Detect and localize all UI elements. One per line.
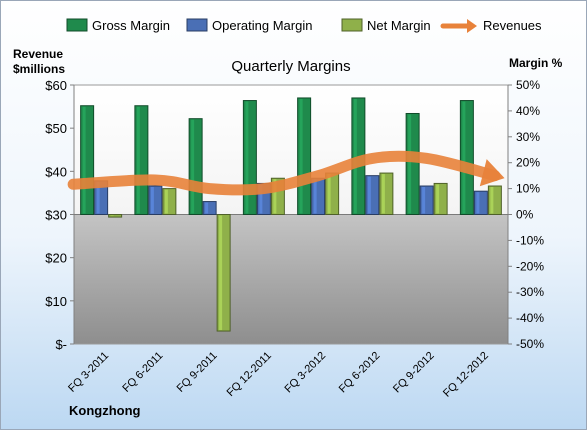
bar-net-margin <box>108 214 123 218</box>
right-tick-label: 30% <box>516 130 540 144</box>
bar-gross-margin <box>405 112 420 215</box>
bar-gross-margin <box>297 97 312 215</box>
left-tick-label: $10 <box>45 294 67 309</box>
legend-label: Net Margin <box>367 18 431 33</box>
category-label: FQ 9-2011 <box>175 350 220 395</box>
bar-highlight <box>381 174 385 214</box>
category-label: FQ 9-2012 <box>391 350 437 396</box>
bar-net-margin <box>162 188 177 216</box>
bar-highlight <box>490 187 494 214</box>
bar-highlight <box>367 176 371 214</box>
bar-highlight <box>273 179 277 214</box>
bar-operating-margin <box>148 185 163 215</box>
legend-swatch <box>186 18 208 32</box>
left-tick-label: $20 <box>45 251 67 266</box>
chart-title: Quarterly Margins <box>231 58 350 75</box>
category-label: FQ 12-2011 <box>225 350 274 399</box>
left-tick-label: $40 <box>45 164 67 179</box>
right-tick-label: -30% <box>516 285 544 299</box>
bar-net-margin <box>379 172 394 215</box>
bar-highlight <box>436 184 440 214</box>
left-tick-label: $- <box>55 337 67 352</box>
bar-operating-margin <box>365 175 380 215</box>
legend-label: Operating Margin <box>212 18 312 33</box>
bar-net-margin <box>325 172 340 215</box>
revenue-arrowhead <box>479 159 505 187</box>
right-tick-label: -50% <box>516 337 544 351</box>
bar-highlight <box>136 106 140 214</box>
bar-highlight <box>327 174 331 214</box>
bar-highlight <box>476 192 480 214</box>
bar-net-margin <box>433 182 448 215</box>
right-tick-label: -10% <box>516 233 544 247</box>
category-label: FQ 6-2012 <box>337 350 383 396</box>
bar-highlight <box>462 101 466 214</box>
right-tick-label: -20% <box>516 259 544 273</box>
bar-highlight <box>245 101 249 214</box>
right-tick-label: 50% <box>516 78 540 92</box>
legend-arrowhead <box>467 19 477 33</box>
bar-highlight <box>259 184 263 214</box>
bar-highlight <box>205 202 209 214</box>
bar-gross-margin <box>80 105 95 215</box>
right-tick-label: -40% <box>516 311 544 325</box>
legend-label: Gross Margin <box>92 18 170 33</box>
left-tick-label: $60 <box>45 78 67 93</box>
bar-gross-margin <box>242 100 257 215</box>
bar-highlight <box>191 119 195 214</box>
bar-gross-margin <box>459 100 474 215</box>
right-tick-label: 40% <box>516 104 540 118</box>
bar-highlight <box>110 215 114 217</box>
bar-highlight <box>353 98 357 214</box>
left-axis-label-line2: $millions <box>13 62 65 76</box>
legend-swatch <box>66 18 88 32</box>
bar-operating-margin <box>202 201 217 216</box>
legend-swatch <box>341 18 363 32</box>
revenue-curve <box>67 150 501 196</box>
bar-highlight <box>219 215 223 331</box>
bar-highlight <box>150 187 154 214</box>
bar-net-margin <box>487 185 502 215</box>
legend-label: Revenues <box>483 18 542 33</box>
bar-highlight <box>313 179 317 214</box>
right-tick-label: 10% <box>516 182 540 196</box>
bar-highlight <box>82 106 86 214</box>
bar-net-margin <box>216 214 231 332</box>
bar-operating-margin <box>473 190 488 216</box>
right-tick-label: 20% <box>516 156 540 170</box>
left-tick-label: $50 <box>45 121 67 136</box>
bar-highlight <box>299 98 303 214</box>
bar-highlight <box>164 189 168 214</box>
right-axis-label: Margin % <box>509 56 563 70</box>
bar-gross-margin <box>188 118 203 215</box>
bar-operating-margin <box>419 185 434 215</box>
category-label: FQ 6-2011 <box>120 350 165 395</box>
bar-highlight <box>408 114 412 214</box>
company-label: Kongzhong <box>69 403 141 418</box>
category-label: FQ 3-2012 <box>283 350 329 396</box>
left-tick-label: $30 <box>45 208 67 223</box>
bar-highlight <box>96 181 100 214</box>
category-label: FQ 3-2011 <box>66 350 111 395</box>
bar-highlight <box>422 187 426 214</box>
right-tick-label: 0% <box>516 208 534 222</box>
bar-operating-margin <box>311 177 326 216</box>
bar-gross-margin <box>134 105 149 215</box>
category-label: FQ 12-2012 <box>441 350 491 400</box>
left-axis-label-line1: Revenue <box>13 47 63 61</box>
